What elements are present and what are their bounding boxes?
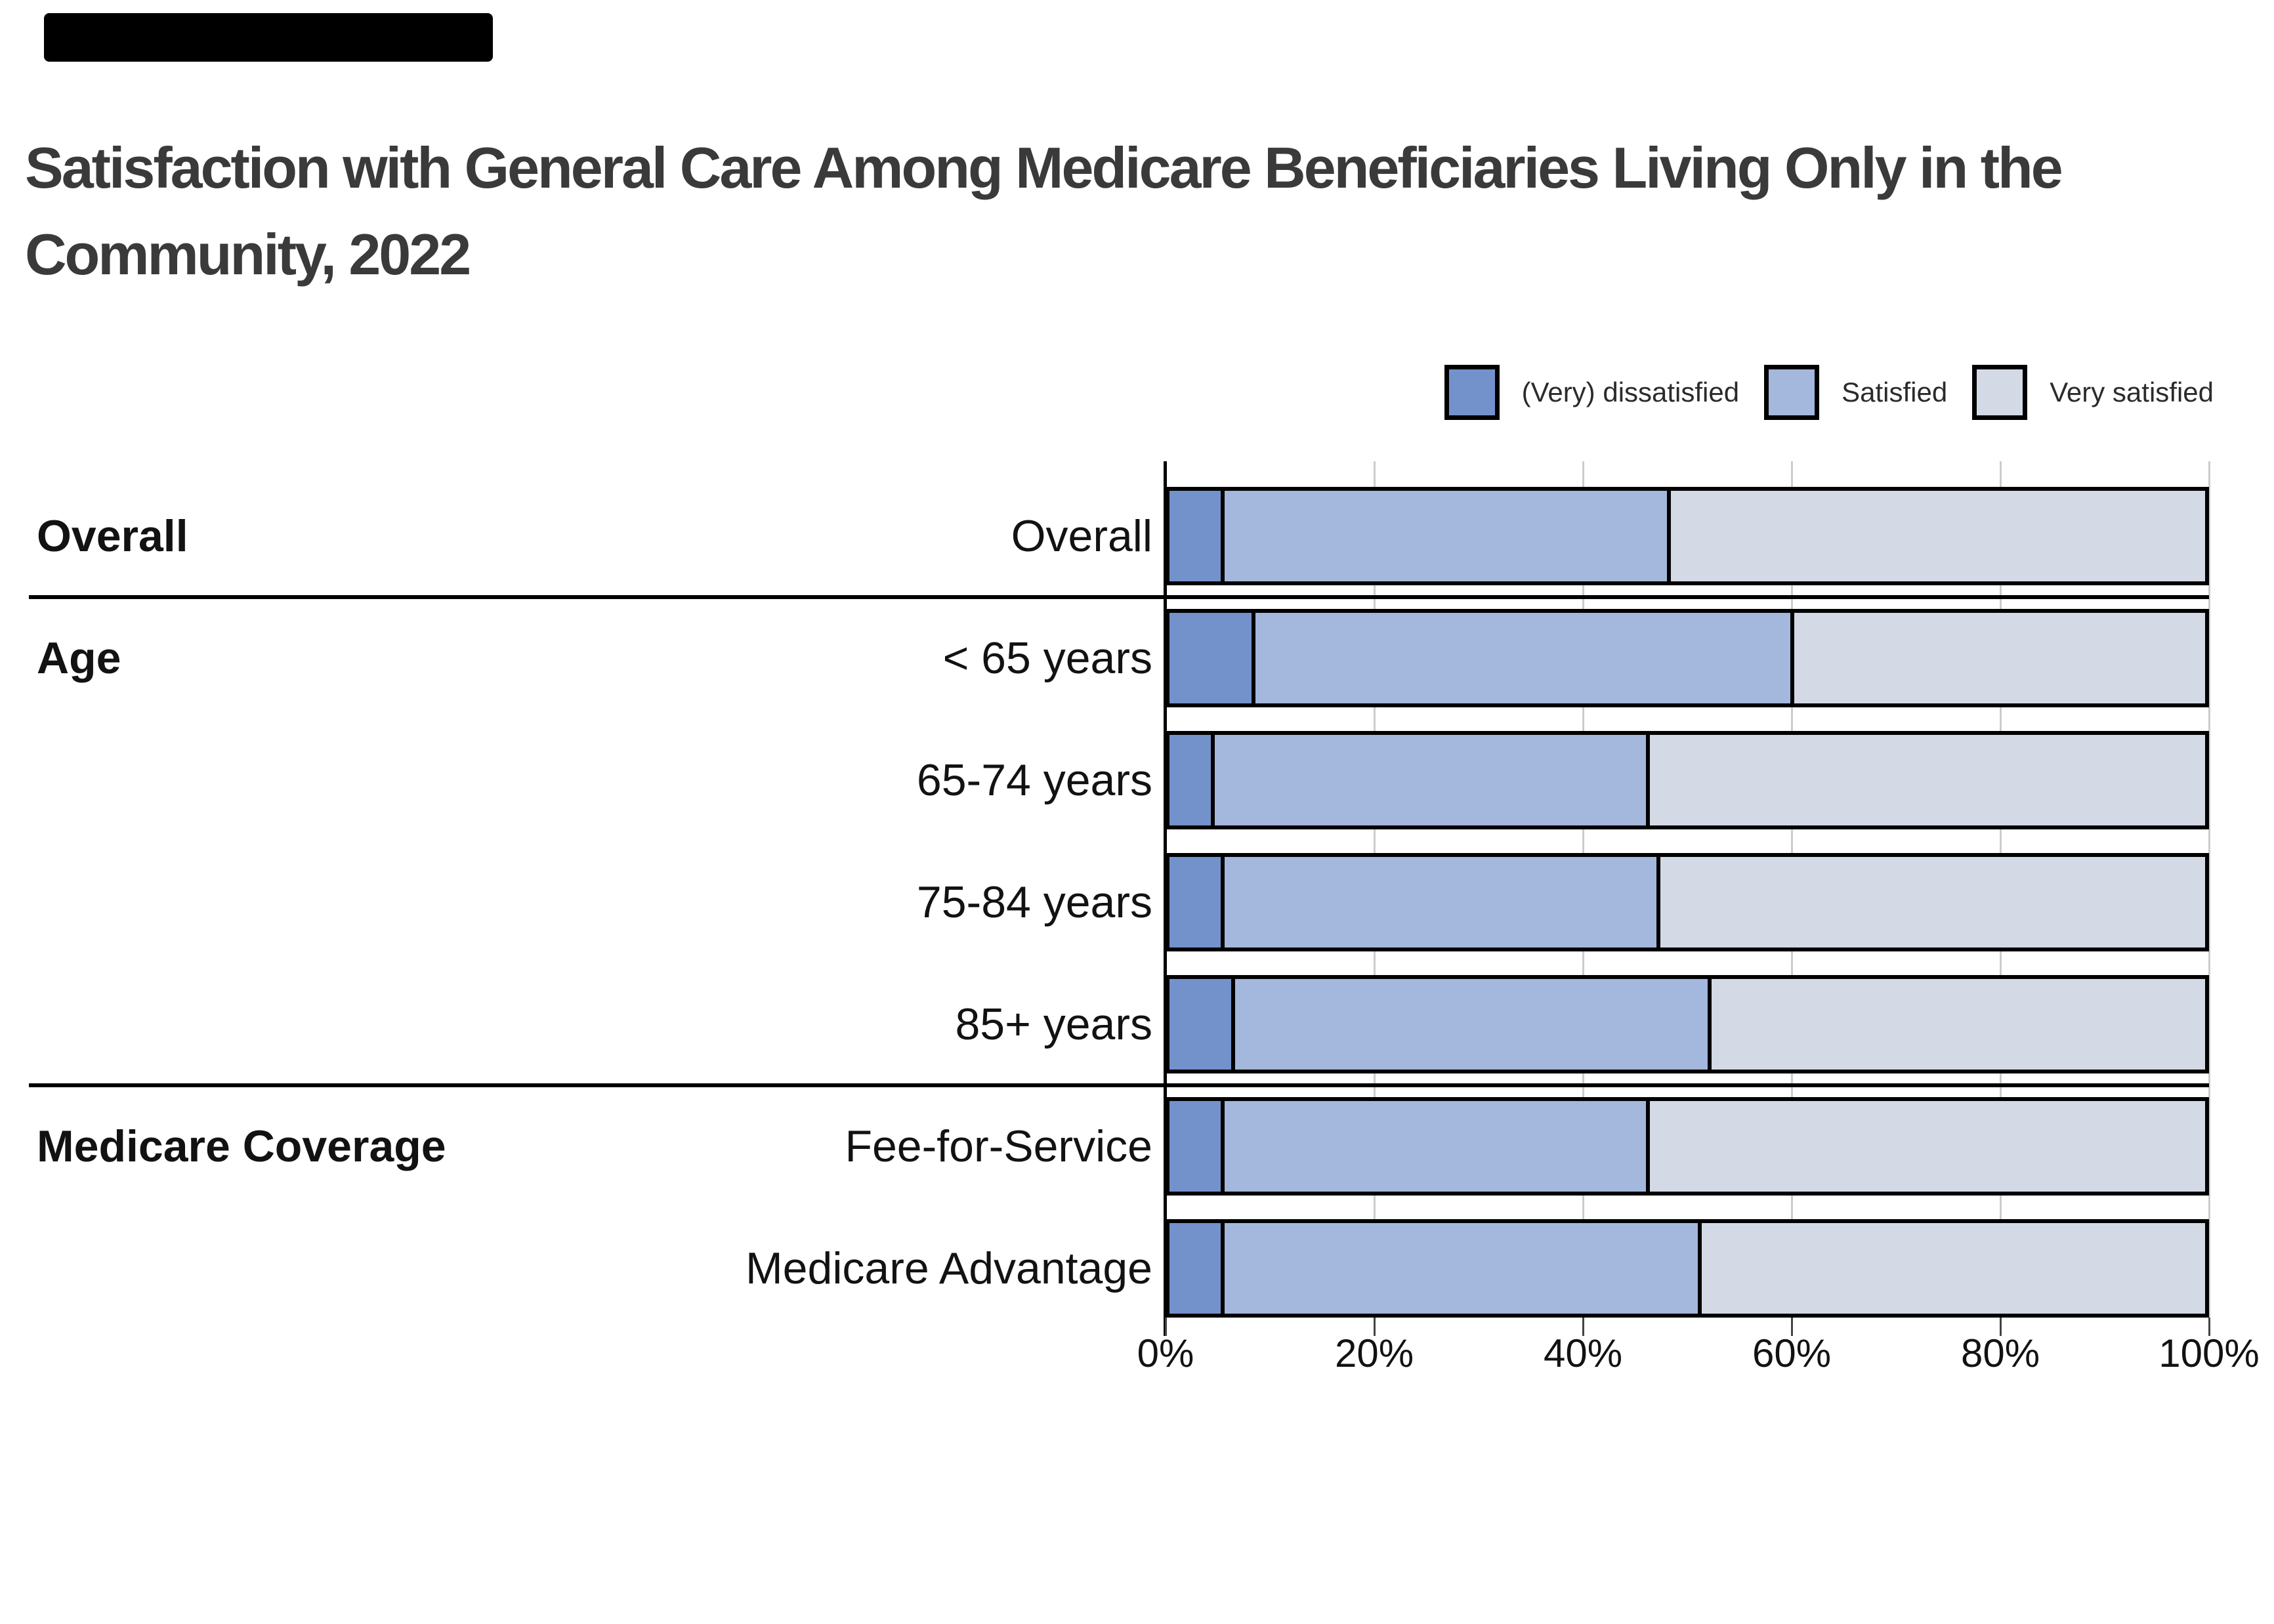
stacked-bar bbox=[1166, 487, 2209, 585]
legend-label: Satisfied bbox=[1842, 377, 1948, 407]
gridline-100% bbox=[2208, 461, 2210, 1318]
bar-segment bbox=[1225, 857, 1657, 947]
bar-segment bbox=[1712, 979, 2205, 1070]
chart-title-line-2: Community, 2022 bbox=[25, 222, 471, 287]
legend-swatch-icon bbox=[1972, 365, 2028, 420]
bar-segment bbox=[1225, 1101, 1647, 1192]
legend-item-1: (Very) dissatisfied bbox=[1444, 365, 1739, 420]
x-axis-label-20%: 20% bbox=[1334, 1331, 1414, 1375]
bar-segment bbox=[1169, 735, 1211, 825]
chart-title-line-1: Satisfaction with General Care Among Med… bbox=[25, 135, 2063, 200]
stacked-bar bbox=[1166, 731, 2209, 829]
legend-swatch-icon bbox=[1444, 365, 1500, 420]
group-label: Age bbox=[37, 633, 121, 683]
bar-segment bbox=[1660, 857, 2205, 947]
bar-segment bbox=[1650, 735, 2205, 825]
x-axis-label-40%: 40% bbox=[1543, 1331, 1623, 1375]
row-label: 75-84 years bbox=[916, 877, 1152, 927]
x-axis-label-80%: 80% bbox=[1960, 1331, 2040, 1375]
bar-segment bbox=[1650, 1101, 2205, 1192]
x-axis-tick-40% bbox=[1582, 1318, 1584, 1336]
bar-segment bbox=[1701, 1223, 2205, 1314]
bar-segment bbox=[1169, 1101, 1221, 1192]
bar-segment bbox=[1169, 857, 1221, 947]
bar-segment bbox=[1794, 613, 2205, 703]
group-label: Medicare Coverage bbox=[37, 1121, 446, 1171]
y-axis-line bbox=[1164, 461, 1167, 1336]
row-label: Overall bbox=[1011, 511, 1152, 561]
x-axis-tick-100% bbox=[2208, 1318, 2210, 1336]
legend-item-2: Satisfied bbox=[1764, 365, 1947, 420]
legend-item-3: Very satisfied bbox=[1972, 365, 2214, 420]
x-axis-tick-0% bbox=[1165, 1318, 1167, 1336]
bar-segment bbox=[1169, 491, 1221, 581]
x-axis-label-100%: 100% bbox=[2158, 1331, 2260, 1375]
x-axis-label-60%: 60% bbox=[1752, 1331, 1832, 1375]
legend: (Very) dissatisfied Satisfied Very satisfi… bbox=[1444, 365, 2214, 420]
chart-title: Satisfaction with General Care Among Med… bbox=[25, 125, 2256, 298]
group-separator-line bbox=[29, 1083, 2209, 1087]
x-axis-label-0%: 0% bbox=[1137, 1331, 1194, 1375]
group-separator-line bbox=[29, 595, 2209, 599]
row-label: < 65 years bbox=[942, 633, 1152, 683]
stacked-bar bbox=[1166, 853, 2209, 951]
x-axis-tick-20% bbox=[1374, 1318, 1376, 1336]
bar-segment bbox=[1214, 735, 1647, 825]
bar-segment bbox=[1169, 979, 1231, 1070]
bar-segment bbox=[1670, 491, 2205, 581]
row-label: 85+ years bbox=[955, 999, 1152, 1049]
bar-segment bbox=[1169, 1223, 1221, 1314]
x-axis-tick-60% bbox=[1791, 1318, 1793, 1336]
bar-segment bbox=[1225, 491, 1667, 581]
bar-segment bbox=[1225, 1223, 1698, 1314]
bar-segment bbox=[1169, 613, 1252, 703]
legend-label: (Very) dissatisfied bbox=[1521, 377, 1740, 407]
stacked-bar bbox=[1166, 1219, 2209, 1318]
row-label: Fee-for-Service bbox=[845, 1121, 1152, 1171]
legend-swatch-icon bbox=[1764, 365, 1820, 420]
x-axis-tick-80% bbox=[2000, 1318, 2002, 1336]
bar-segment bbox=[1255, 613, 1790, 703]
stacked-bar bbox=[1166, 1097, 2209, 1196]
row-label: Medicare Advantage bbox=[746, 1243, 1152, 1293]
stacked-bar bbox=[1166, 975, 2209, 1073]
row-label: 65-74 years bbox=[916, 755, 1152, 805]
legend-label: Very satisfied bbox=[2050, 377, 2214, 407]
group-label: Overall bbox=[37, 511, 188, 561]
bar-segment bbox=[1234, 979, 1708, 1070]
black-banner bbox=[44, 13, 493, 62]
stacked-bar bbox=[1166, 609, 2209, 707]
